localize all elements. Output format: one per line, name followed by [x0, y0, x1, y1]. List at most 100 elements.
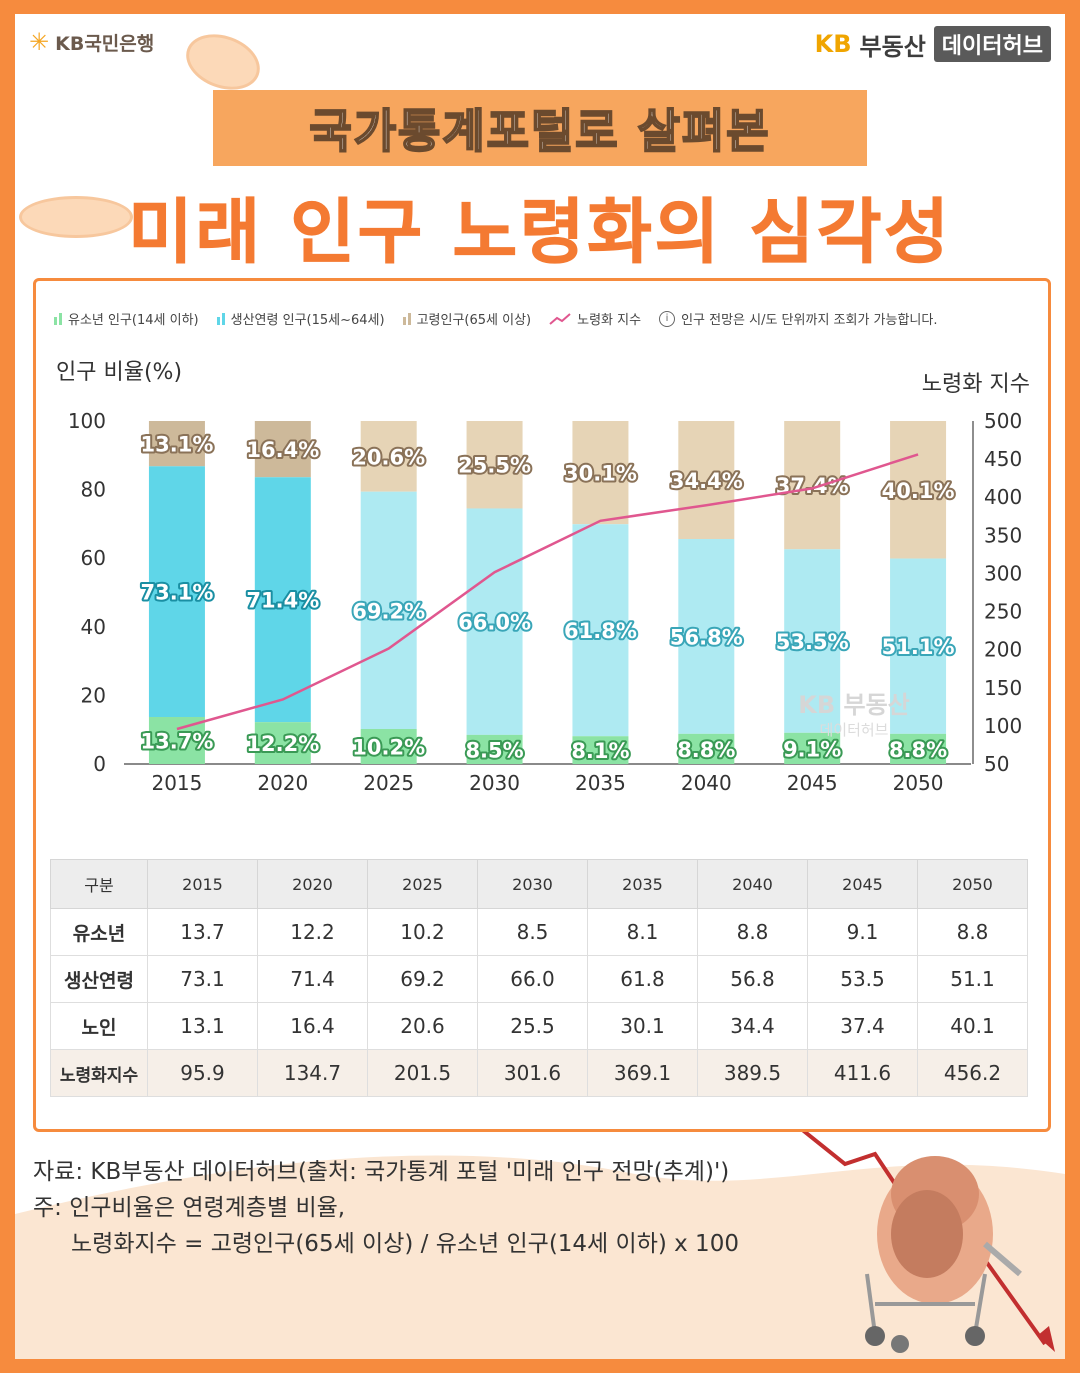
- data-label-working: 66.0%: [458, 611, 531, 635]
- bar-youth: [360, 729, 417, 764]
- table-header-year: 2015: [147, 859, 258, 909]
- data-label-elderly: 40.1%: [882, 479, 955, 503]
- bar-working: [360, 491, 417, 730]
- formula-note: 노령화지수 = 고령인구(65세 이상) / 유소년 인구(14세 이하) x …: [71, 1231, 739, 1257]
- data-label-working: 71.4%: [246, 589, 319, 613]
- bar-elderly: [890, 421, 947, 559]
- watermark-subtext: 데이터허브: [819, 721, 888, 739]
- table-cell: 51.1: [917, 955, 1028, 1003]
- table-cell: 12.2: [257, 908, 368, 956]
- bar-elderly: [360, 421, 417, 492]
- table-row: 유소년 13.7 12.2 10.2 8.5 8.1 8.8 9.1 8.8: [50, 908, 1028, 956]
- data-label-youth: 8.8%: [889, 738, 947, 762]
- table-cell: 69.2: [367, 955, 478, 1003]
- table-cell: 8.8: [917, 908, 1028, 956]
- watermark-text: KB 부동산: [798, 691, 910, 719]
- data-label-elderly: 34.4%: [670, 469, 743, 493]
- bar-working: [572, 524, 629, 737]
- realestate-name: 부동산: [859, 32, 926, 61]
- table-cell: 456.2: [917, 1049, 1028, 1097]
- y-right-tick-label: 100: [984, 714, 1022, 738]
- table-cell: 16.4: [257, 1002, 368, 1050]
- y-right-tick-label: 500: [984, 409, 1022, 433]
- table-cell: 301.6: [477, 1049, 588, 1097]
- y-right-tick-label: 150: [984, 676, 1022, 700]
- data-label-working: 61.8%: [564, 619, 637, 643]
- y-right-tick-label: 400: [984, 485, 1022, 509]
- y-tick-label: 40: [81, 615, 106, 639]
- x-tick-label: 2020: [257, 771, 308, 795]
- datahub-badge: 데이터허브: [933, 26, 1051, 62]
- table-row-header: 노인: [50, 1002, 148, 1050]
- content-panel: ✳ KB국민은행 KB 부동산 데이터허브 국가통계포털로 살펴본 미래 인구 …: [15, 14, 1065, 1359]
- table-cell: 134.7: [257, 1049, 368, 1097]
- table-header-year: 2025: [367, 859, 478, 909]
- bar-youth: [572, 736, 629, 764]
- y-right-tick-label: 200: [984, 638, 1022, 662]
- y-axis-right-title: 노령화 지수: [922, 372, 1030, 397]
- data-label-elderly: 13.1%: [141, 433, 214, 457]
- x-tick-label: 2015: [151, 771, 202, 795]
- coin-decoration: [178, 24, 268, 100]
- table-header-year: 2020: [257, 859, 368, 909]
- legend-note-text: 인구 전망은 시/도 단위까지 조회가 가능합니다.: [681, 313, 938, 328]
- data-label-working: 73.1%: [141, 581, 214, 605]
- table-cell: 73.1: [147, 955, 258, 1003]
- table-cell: 411.6: [807, 1049, 918, 1097]
- table-cell: 369.1: [587, 1049, 698, 1097]
- bar-youth: [784, 732, 841, 764]
- data-label-working: 69.2%: [352, 599, 425, 623]
- bar-working: [148, 466, 205, 718]
- y-tick-label: 100: [68, 409, 106, 433]
- data-label-youth: 9.1%: [783, 737, 841, 761]
- table-header-year: 2035: [587, 859, 698, 909]
- table-cell: 25.5: [477, 1002, 588, 1050]
- ratio-note: 주: 인구비율은 연령계층별 비율,: [33, 1195, 346, 1221]
- table-row-header: 유소년: [50, 908, 148, 956]
- data-label-elderly: 20.6%: [352, 445, 425, 469]
- table-row: 노령화지수 95.9 134.7 201.5 301.6 369.1 389.5 411.6 4…: [50, 1049, 1028, 1097]
- legend-note: i 인구 전망은 시/도 단위까지 조회가 가능합니다.: [659, 309, 937, 328]
- data-label-youth: 10.2%: [352, 736, 425, 760]
- bar-icon: [54, 312, 62, 325]
- y-right-tick-label: 450: [984, 447, 1022, 471]
- table-header-year: 2050: [917, 859, 1028, 909]
- y-tick-label: 80: [81, 478, 106, 502]
- data-label-elderly: 37.4%: [776, 474, 849, 498]
- table-header-year: 2030: [477, 859, 588, 909]
- y-tick-label: 60: [81, 546, 106, 570]
- legend-item-working: 생산연령 인구(15세~64세): [216, 309, 385, 328]
- x-tick-label: 2035: [575, 771, 626, 795]
- table-cell: 66.0: [477, 955, 588, 1003]
- table-header-label: 구분: [50, 859, 148, 909]
- x-tick-label: 2045: [787, 771, 838, 795]
- bar-elderly: [572, 421, 629, 525]
- kb-bank-name: KB국민은행: [55, 32, 155, 55]
- table-cell: 13.7: [147, 908, 258, 956]
- table-cell: 34.4: [697, 1002, 808, 1050]
- y-right-tick-label: 250: [984, 600, 1022, 624]
- legend-item-aging-index: 노령화 지수: [549, 309, 641, 328]
- bar-working: [784, 549, 841, 733]
- x-tick-label: 2050: [893, 771, 944, 795]
- bar-working: [466, 508, 523, 735]
- data-label-youth: 8.8%: [677, 738, 735, 762]
- bar-elderly: [254, 421, 311, 478]
- chart-svg: 인구 비율(%) 노령화 지수02040608010050100150200250…: [56, 360, 1030, 795]
- y-right-tick-label: 350: [984, 523, 1022, 547]
- y-tick-label: 0: [93, 752, 106, 776]
- table-cell: 201.5: [367, 1049, 478, 1097]
- title-line1: 국가통계포털로 살펴본: [308, 103, 771, 159]
- table-header-year: 2040: [697, 859, 808, 909]
- legend-label: 고령인구(65세 이상): [416, 313, 532, 328]
- footnotes: 자료: KB부동산 데이터허브(출처: 국가통계 포털 '미래 인구 전망(추계…: [33, 1154, 739, 1262]
- table-cell: 8.5: [477, 908, 588, 956]
- chart-card: 유소년 인구(14세 이하) 생산연령 인구(15세~64세) 고령인구(65세…: [33, 278, 1051, 1132]
- data-label-elderly: 25.5%: [458, 454, 531, 478]
- x-tick-label: 2025: [363, 771, 414, 795]
- legend-item-elderly: 고령인구(65세 이상): [402, 309, 532, 328]
- y-right-tick-label: 50: [984, 752, 1009, 776]
- aging-index-line: [176, 453, 919, 731]
- bar-elderly: [784, 421, 841, 550]
